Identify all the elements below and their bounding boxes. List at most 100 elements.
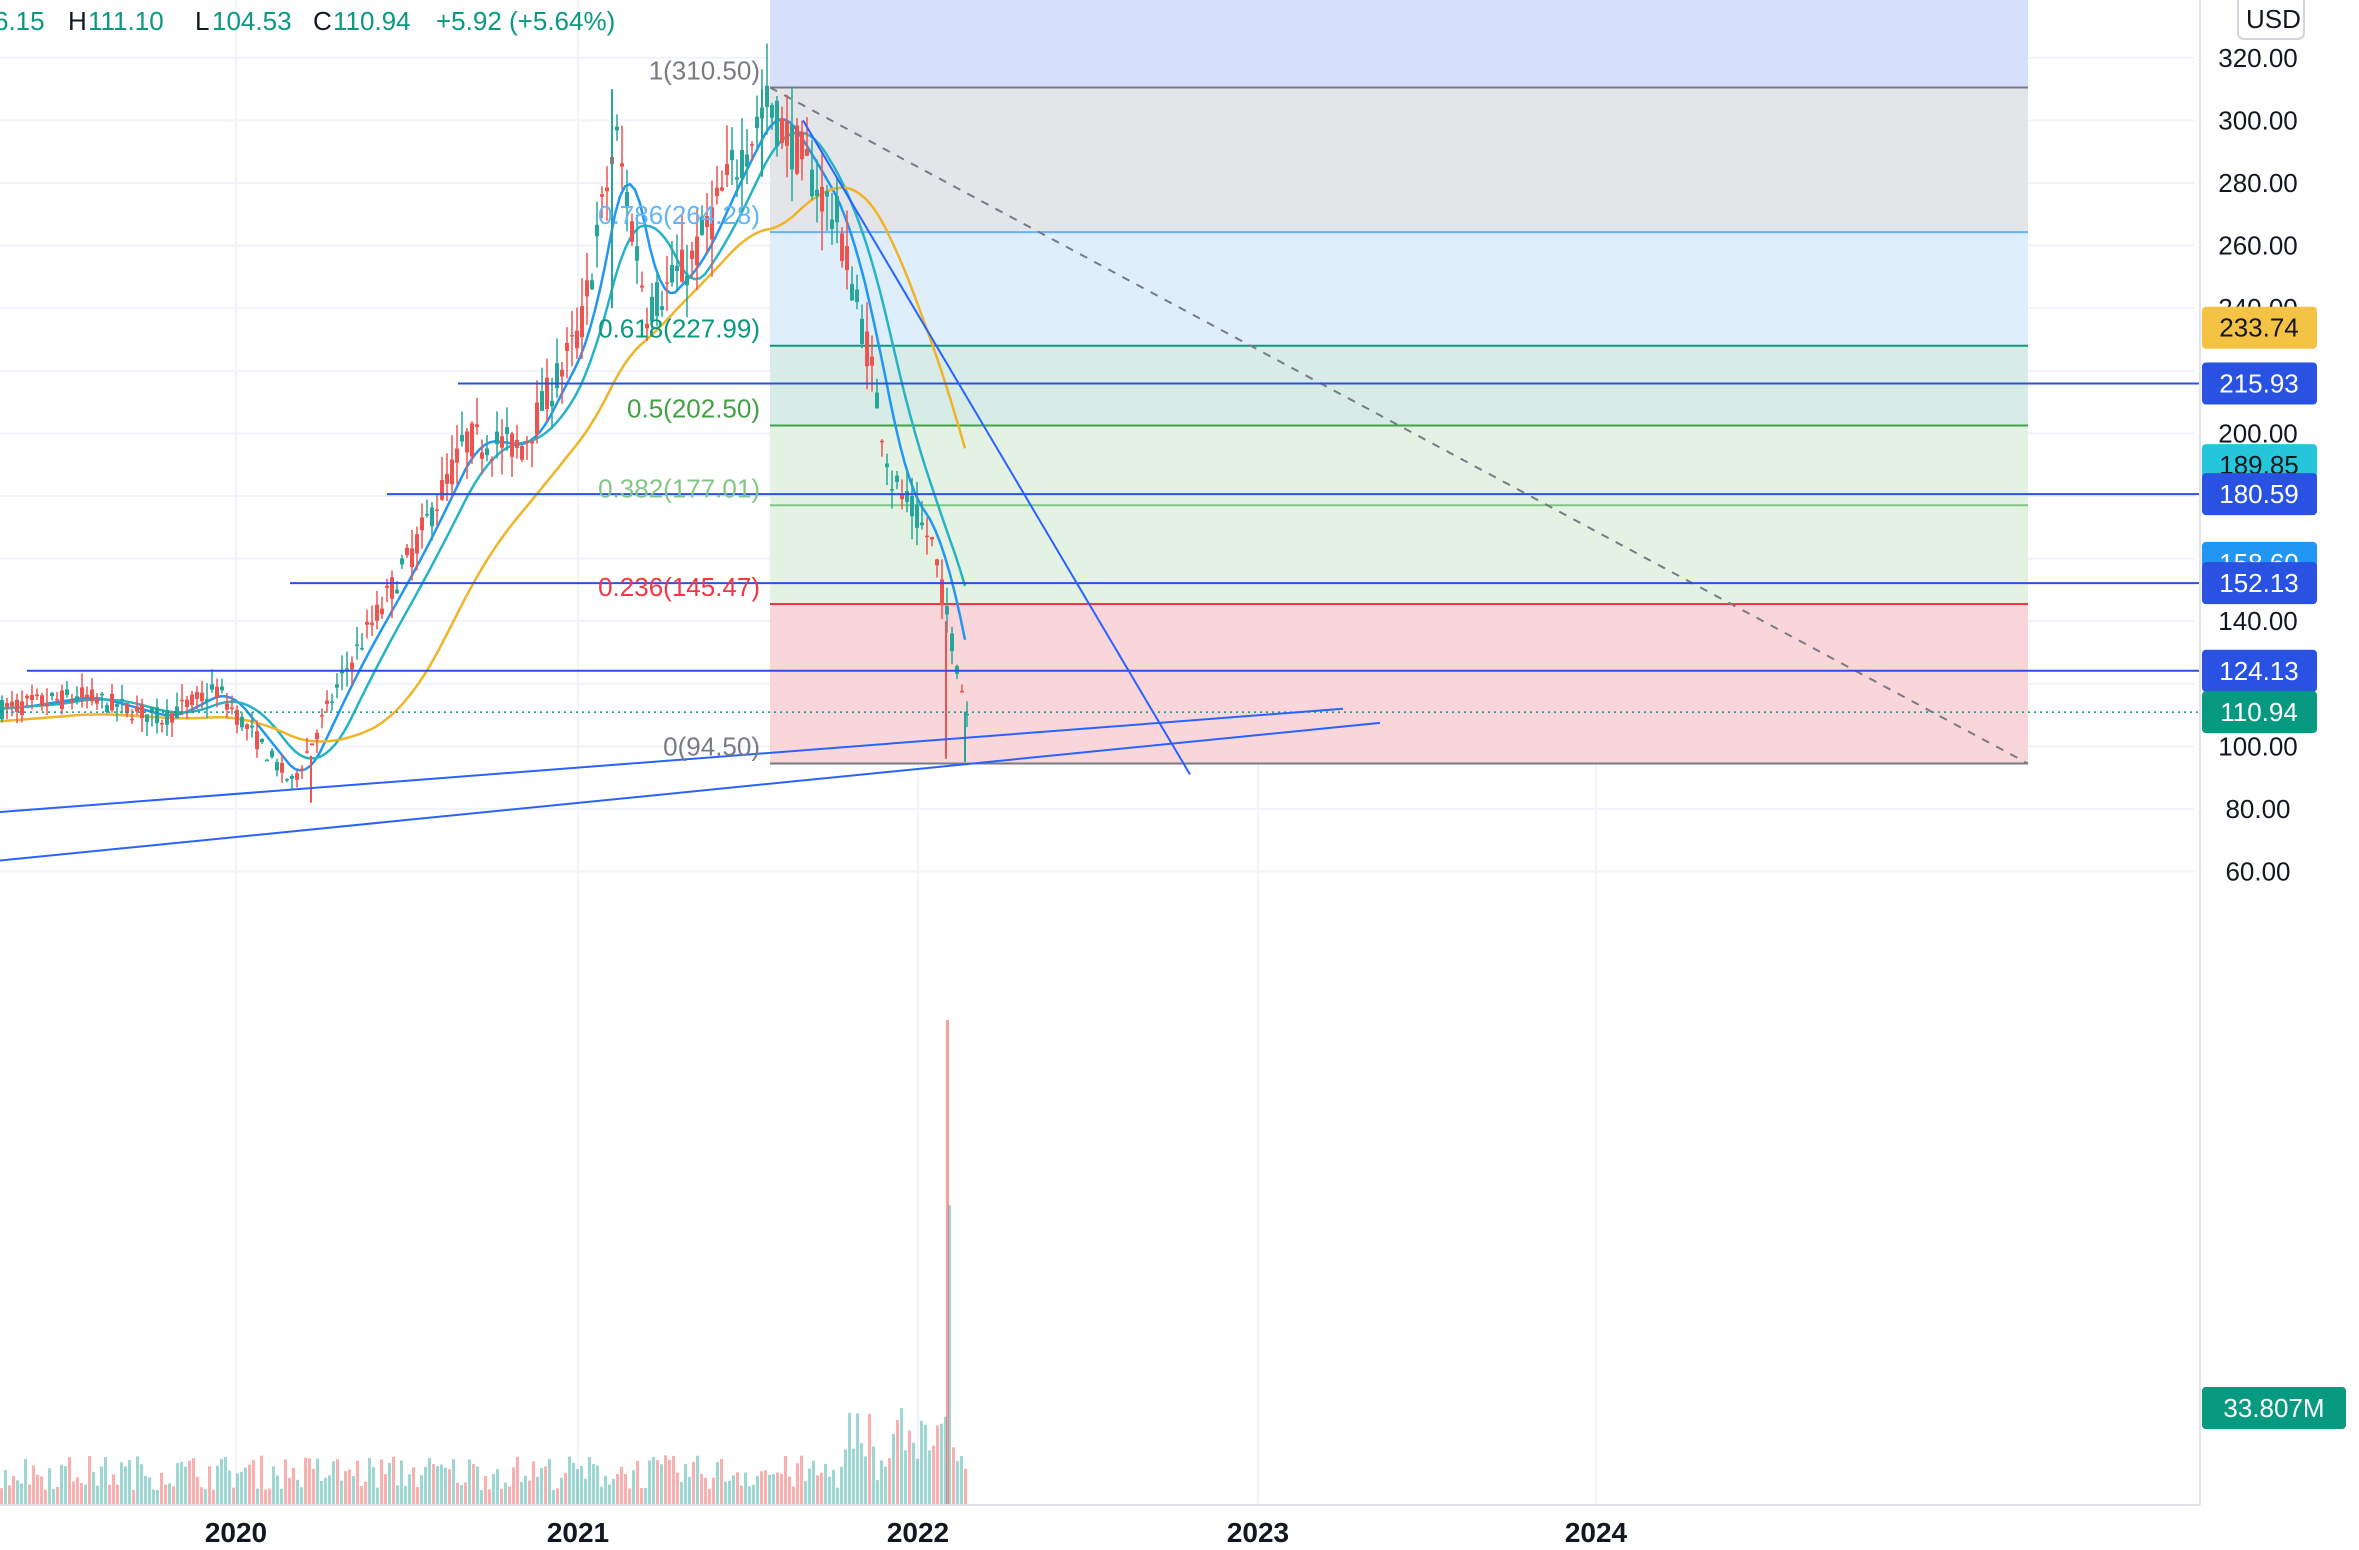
volume-tag-label: 33.807M: [2223, 1393, 2324, 1423]
candle-body: [895, 475, 899, 482]
volume-bar: [860, 1443, 863, 1505]
volume-bar: [764, 1470, 767, 1505]
price-tag: 124.13: [2202, 649, 2317, 692]
volume-bar: [872, 1446, 875, 1505]
volume-bar: [756, 1475, 759, 1505]
volume-bar: [88, 1456, 91, 1505]
volume-bar: [936, 1425, 939, 1505]
candle-body: [325, 700, 329, 704]
volume-bar: [532, 1461, 535, 1505]
candle-body: [200, 692, 204, 702]
volume-bar: [272, 1466, 275, 1505]
candle-body: [660, 306, 664, 310]
volume-bar: [668, 1460, 671, 1505]
horizontal-levels[interactable]: [0, 382, 2200, 713]
candle-body: [425, 514, 429, 516]
volume-bar: [356, 1460, 359, 1505]
volume-bar: [256, 1488, 259, 1505]
volume-bar: [280, 1488, 283, 1505]
volume-bar: [284, 1459, 287, 1505]
volume-bar: [908, 1430, 911, 1505]
time-axis[interactable]: 2020 2021 2022 2023 2024: [0, 1504, 2200, 1548]
volume-bar: [572, 1462, 575, 1505]
close-label: C: [313, 6, 332, 36]
candle-body: [520, 446, 524, 460]
candle-body: [575, 330, 579, 349]
volume-bar: [156, 1489, 159, 1505]
price-tick-label: 200.00: [2218, 418, 2298, 448]
candle-body: [225, 703, 229, 710]
candle-body: [900, 494, 904, 500]
volume-bar: [920, 1420, 923, 1505]
volume-bar: [376, 1487, 379, 1505]
candle-body: [25, 695, 29, 699]
volume-bar: [8, 1485, 11, 1505]
volume-bar: [288, 1478, 291, 1505]
volume-bar: [456, 1482, 459, 1505]
trend-lines[interactable]: [0, 119, 1381, 862]
volume-bar: [636, 1460, 639, 1505]
volume-bar: [412, 1467, 415, 1505]
volume-bar: [168, 1483, 171, 1505]
volume-bar: [292, 1467, 295, 1505]
price-tag-bg: [2202, 649, 2317, 692]
volume-bar: [388, 1462, 391, 1505]
volume-bar: [584, 1478, 587, 1505]
volume-bar: [946, 1020, 949, 1505]
volume-bar: [580, 1466, 583, 1505]
price-tick-label: 300.00: [2218, 105, 2298, 135]
volume-bar: [116, 1484, 119, 1505]
currency-button[interactable]: USD: [2237, 0, 2305, 40]
candle-body: [875, 392, 879, 409]
candle-body: [960, 690, 964, 693]
candle-body: [940, 579, 944, 606]
candle-body: [825, 191, 829, 197]
fib-trend-dashed-line: [769, 86, 2029, 765]
candle-body: [495, 431, 499, 445]
candle-body: [690, 250, 694, 259]
price-tick-label: 100.00: [2218, 731, 2298, 761]
volume-bar: [212, 1489, 215, 1505]
candle-body: [625, 191, 629, 207]
volume-bar: [656, 1460, 659, 1505]
candle-body: [565, 342, 569, 351]
ohlc-legend: 6.15 H 111.10 L 104.53 C 110.94 +5.92 (+…: [0, 6, 615, 36]
volume-bar: [496, 1469, 499, 1505]
fib-label: 1(310.50): [649, 56, 760, 86]
candle-body: [500, 436, 504, 448]
volume-bar: [348, 1469, 351, 1505]
candle-body: [305, 751, 309, 753]
volume-bar: [836, 1487, 839, 1505]
volume-bar: [708, 1488, 711, 1505]
year-tick-label: 2020: [205, 1517, 267, 1548]
volume-bar: [800, 1455, 803, 1505]
price-axis[interactable]: 320.00300.00280.00260.00240.00200.00140.…: [2199, 0, 2359, 1550]
volume-bar: [180, 1461, 183, 1505]
candle-body: [490, 458, 494, 461]
volume-bar: [124, 1466, 127, 1505]
volume-bar: [692, 1461, 695, 1505]
candle-body: [920, 522, 924, 526]
candle-body: [605, 187, 609, 192]
volume-bar: [900, 1408, 903, 1505]
candle-body: [580, 306, 584, 338]
candle-body: [230, 707, 234, 709]
volume-bar: [296, 1479, 299, 1505]
high-label: H: [68, 6, 87, 36]
volume-bar: [52, 1488, 55, 1505]
volume-bar: [632, 1470, 635, 1505]
price-tag-label: 233.74: [2219, 313, 2299, 343]
candle-body: [380, 608, 384, 615]
fib-zone: [770, 232, 2028, 346]
volume-bar: [4, 1469, 7, 1505]
volume-bar: [364, 1481, 367, 1505]
candle-body: [110, 693, 114, 711]
candle-body: [20, 701, 24, 716]
volume-bar: [564, 1472, 567, 1505]
volume-bar: [404, 1486, 407, 1505]
candle-body: [370, 622, 374, 626]
volume-bar: [508, 1486, 511, 1505]
price-tag: 152.13: [2202, 562, 2317, 605]
candle-body: [810, 169, 814, 197]
